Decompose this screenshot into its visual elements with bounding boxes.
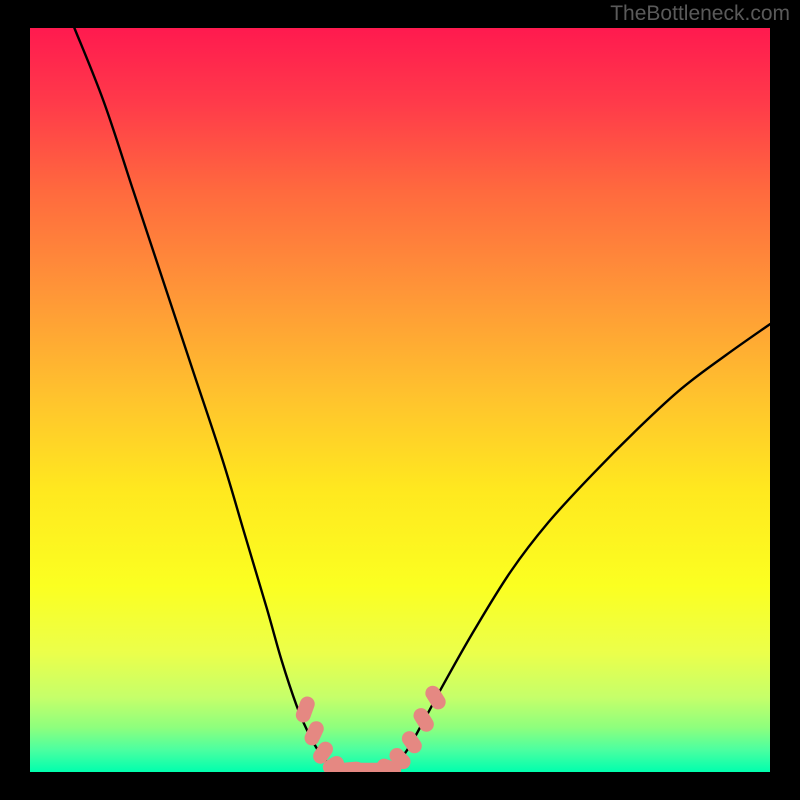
watermark-text: TheBottleneck.com	[610, 2, 790, 26]
chart-container: { "watermark": { "text": "TheBottleneck.…	[0, 0, 800, 800]
bottleneck-chart	[30, 28, 770, 772]
plot-area	[30, 28, 770, 772]
chart-background	[30, 28, 770, 772]
